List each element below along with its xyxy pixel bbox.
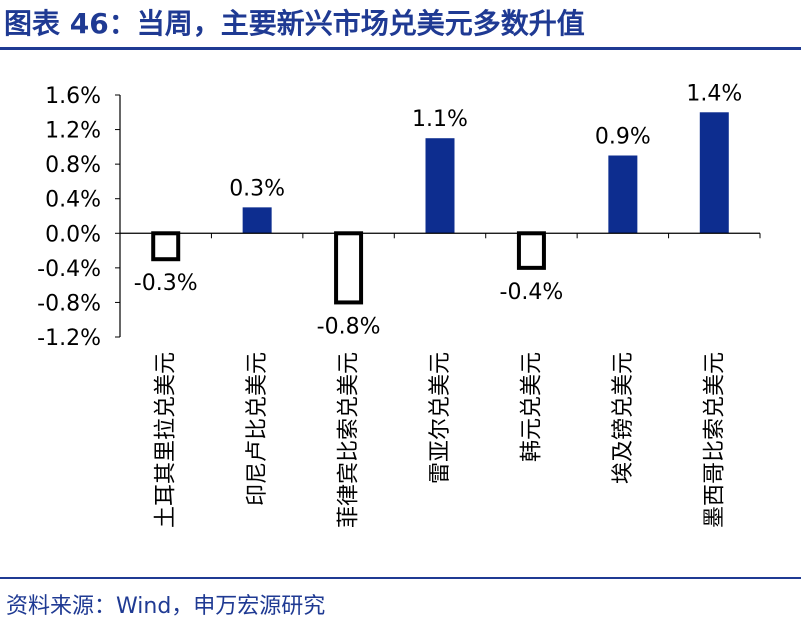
data-labels: -0.3% 0.3% -0.8% 1.1% -0.4% 0.9% 1.4%	[134, 81, 742, 339]
footer-divider	[0, 577, 801, 579]
bar-chart: -1.2% -0.8% -0.4% 0.0% 0.4% 0.8% 1.2% 1.6% -0.3…	[37, 81, 761, 528]
category-label: 土耳其里拉兑美元	[154, 352, 179, 528]
category-label: 菲律宾比索兑美元	[337, 352, 362, 528]
source-note: 资料来源：Wind，申万宏源研究	[6, 594, 326, 619]
data-label: 0.3%	[229, 176, 285, 201]
bar	[699, 112, 729, 234]
y-tick-label: -1.2%	[37, 326, 101, 351]
y-tick-label: 1.2%	[45, 119, 101, 144]
category-label: 墨西哥比索兑美元	[702, 352, 727, 528]
category-label: 雷亚尔兑美元	[428, 352, 453, 484]
x-axis: 土耳其里拉兑美元 印尼卢比兑美元 菲律宾比索兑美元 雷亚尔兑美元 韩元兑美元 埃及镑兑美元…	[119, 232, 761, 528]
y-tick-label: -0.4%	[37, 257, 101, 282]
y-tick-label: -0.8%	[37, 291, 101, 316]
data-label: -0.8%	[317, 314, 381, 339]
data-label: -0.3%	[134, 271, 198, 296]
bar	[608, 155, 638, 234]
y-tick-label: 0.8%	[45, 153, 101, 178]
category-label: 埃及镑兑美元	[611, 352, 636, 484]
data-label: -0.4%	[500, 280, 564, 305]
category-label: 韩元兑美元	[519, 352, 544, 462]
bar	[516, 231, 546, 270]
y-tick-label: 0.4%	[45, 188, 101, 213]
bar	[242, 207, 272, 234]
data-label: 1.1%	[412, 107, 468, 132]
category-label: 印尼卢比兑美元	[245, 352, 270, 506]
data-label: 1.4%	[686, 81, 742, 106]
y-tick-label: 1.6%	[45, 84, 101, 109]
data-label: 0.9%	[595, 125, 651, 150]
bars	[151, 112, 729, 305]
y-axis: -1.2% -0.8% -0.4% 0.0% 0.4% 0.8% 1.2% 1.6%	[37, 84, 121, 351]
bar	[425, 138, 455, 234]
chart-title: 图表 46：当周，主要新兴市场兑美元多数升值	[4, 7, 585, 40]
y-tick-label: 0.0%	[45, 222, 101, 247]
title-divider	[0, 47, 801, 50]
bar	[151, 231, 181, 262]
bar	[334, 231, 364, 305]
